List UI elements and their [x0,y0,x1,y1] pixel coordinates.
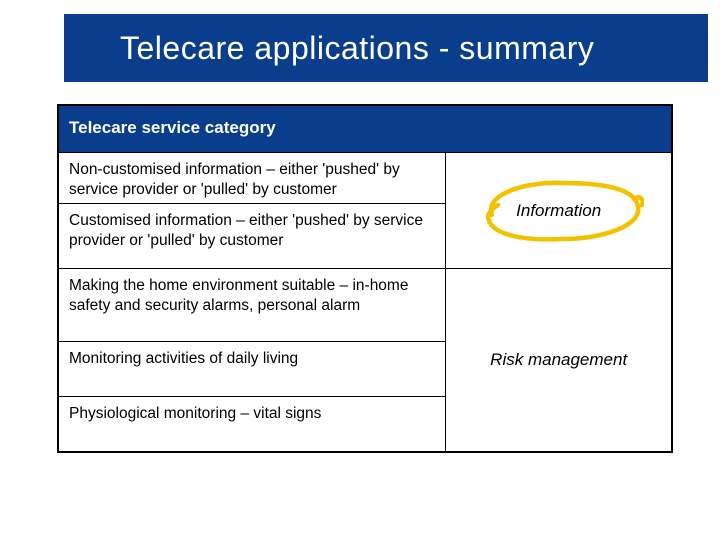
slide-title-box: Telecare applications - summary [64,14,708,82]
summary-table: Telecare service category Non-customised… [57,104,673,453]
table-cell: Monitoring activities of daily living [59,341,445,396]
table-body: Non-customised information – either 'pus… [59,153,671,451]
right-cell-label: Information [516,200,601,222]
right-cell-label: Risk management [490,349,627,371]
slide-title: Telecare applications - summary [120,30,594,67]
table-left-column: Non-customised information – either 'pus… [59,153,445,451]
table-right-cell-information: Information [446,153,671,268]
table-cell: Customised information – either 'pushed'… [59,203,445,268]
table-right-column: Information Risk management [445,153,671,451]
table-right-cell-risk: Risk management [446,268,671,451]
table-header: Telecare service category [59,106,671,153]
table-cell: Making the home environment suitable – i… [59,268,445,341]
table-cell: Physiological monitoring – vital signs [59,396,445,451]
table-cell: Non-customised information – either 'pus… [59,153,445,203]
